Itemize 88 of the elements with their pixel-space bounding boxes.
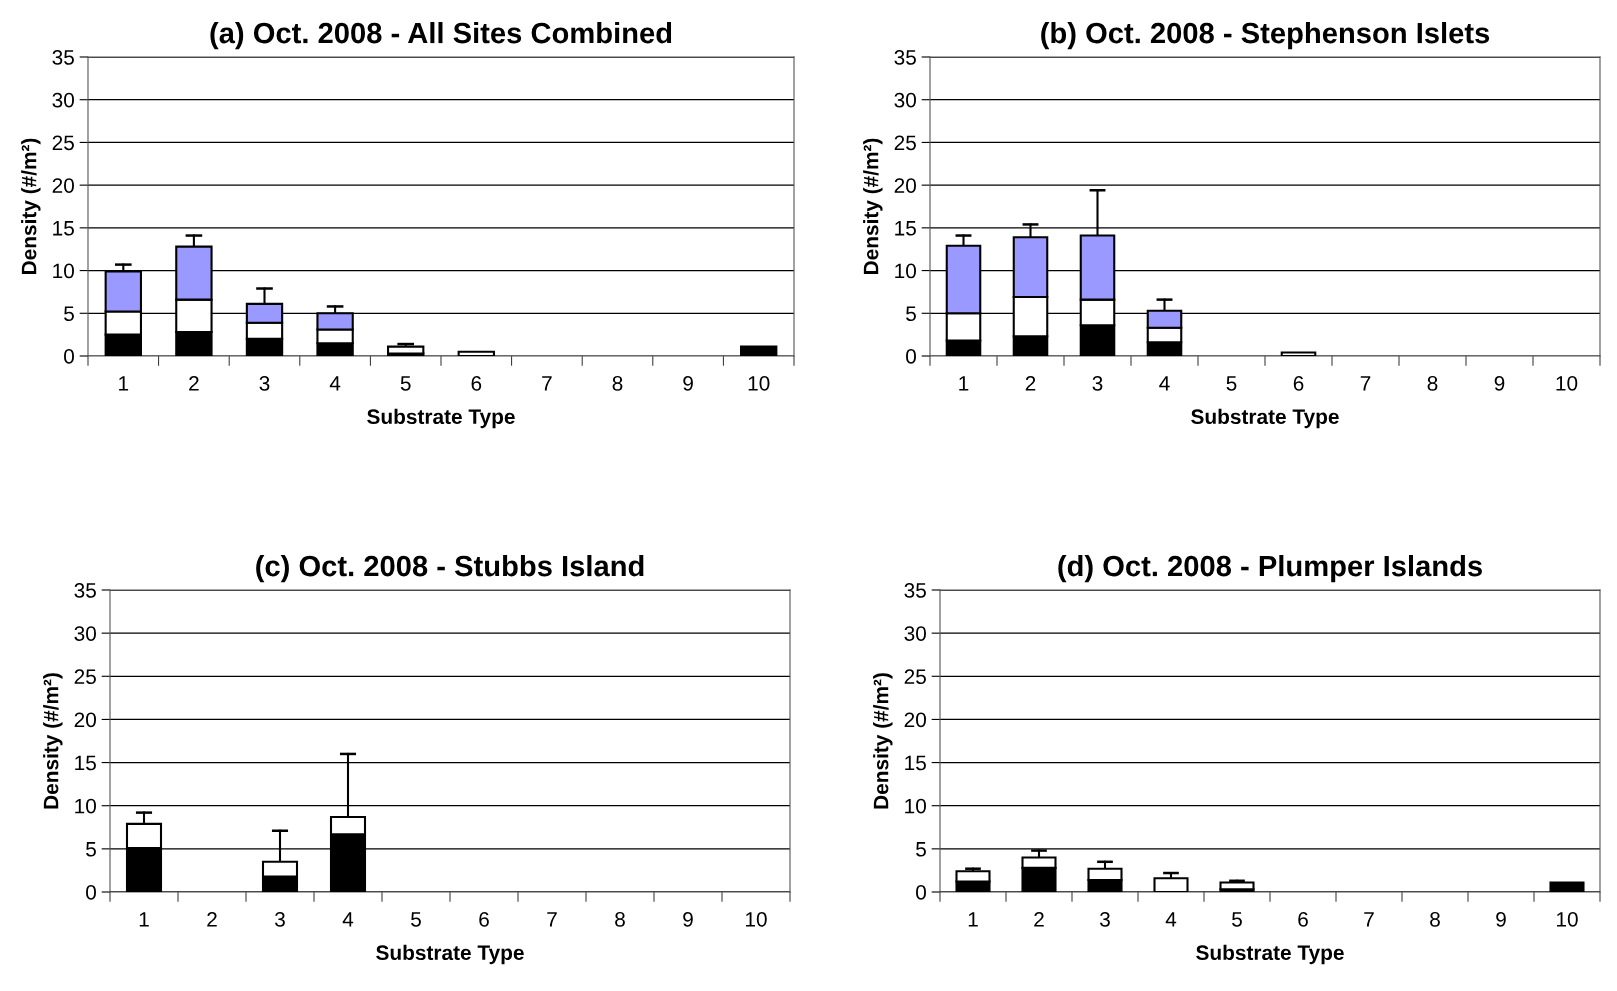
chart-title: (d) Oct. 2008 - Plumper Islands — [1058, 554, 1482, 583]
chart-title: (c) Oct. 2008 - Stubbs Island — [256, 554, 644, 583]
y-tick-label: 10 — [75, 798, 96, 814]
y-tick-label: 35 — [904, 583, 926, 598]
y-tick-label: 15 — [905, 755, 926, 771]
x-tick-label: 6 — [479, 911, 489, 927]
bar — [387, 345, 425, 355]
bar — [1280, 351, 1317, 356]
x-tick-label: 8 — [1427, 375, 1438, 391]
x-tick-label: 1 — [968, 912, 978, 927]
y-tick-label: 20 — [904, 712, 926, 728]
x-tick-label: 7 — [547, 912, 557, 927]
x-tick-label: 3 — [1092, 375, 1103, 391]
x-tick-label: 10 — [1557, 911, 1578, 927]
x-tick-label: 8 — [612, 375, 623, 391]
y-tick-label: 25 — [894, 135, 916, 151]
x-tick-label: 7 — [1364, 912, 1374, 927]
y-tick-label: 5 — [916, 842, 926, 857]
x-tick-label: 6 — [1293, 375, 1304, 391]
y-tick-label: 0 — [64, 349, 74, 364]
y-axis-title: Density (#/m²) — [863, 138, 883, 274]
y-tick-label: 25 — [74, 669, 96, 685]
y-tick-label: 35 — [894, 50, 916, 65]
x-axis-title: Substrate Type — [1191, 408, 1339, 429]
y-tick-label: 30 — [52, 92, 74, 108]
x-axis-title: Substrate Type — [1196, 944, 1344, 965]
x-tick-label: 1 — [139, 912, 149, 927]
y-tick-label: 35 — [52, 50, 74, 65]
x-tick-label: 3 — [275, 911, 285, 927]
y-tick-label: 0 — [906, 349, 916, 364]
x-tick-label: 10 — [748, 375, 770, 391]
x-tick-label: 5 — [411, 912, 421, 927]
x-tick-label: 9 — [683, 911, 693, 927]
x-tick-label: 9 — [1494, 375, 1505, 391]
y-axis-title: Density (#/m²) — [873, 673, 893, 809]
y-tick-label: 5 — [64, 306, 74, 322]
y-tick-label: 20 — [52, 178, 74, 193]
x-tick-label: 1 — [959, 376, 969, 391]
x-tick-label: 8 — [1430, 911, 1440, 927]
y-tick-label: 15 — [895, 221, 916, 236]
y-tick-label: 35 — [74, 583, 96, 598]
y-tick-label: 20 — [894, 178, 916, 193]
y-tick-label: 30 — [74, 626, 96, 641]
y-tick-label: 10 — [895, 263, 916, 279]
x-tick-label: 3 — [259, 375, 270, 391]
x-tick-label: 7 — [542, 376, 552, 391]
y-tick-label: 10 — [905, 798, 926, 814]
y-axis-title: Density (#/m²) — [43, 673, 63, 809]
chart-title: (b) Oct. 2008 - Stephenson Islets — [1041, 21, 1490, 50]
x-tick-label: 7 — [1360, 376, 1371, 391]
x-axis-title: Substrate Type — [376, 944, 524, 965]
x-tick-label: 10 — [746, 911, 767, 927]
x-axis-title: Substrate Type — [367, 408, 515, 429]
y-tick-label: 25 — [904, 669, 926, 685]
x-tick-label: 4 — [1165, 912, 1177, 927]
x-tick-label: 2 — [1025, 375, 1036, 391]
x-tick-label: 4 — [329, 376, 341, 391]
y-axis-title: Density (#/m²) — [21, 138, 41, 274]
x-tick-label: 9 — [683, 375, 693, 391]
chart-title: (a) Oct. 2008 - All Sites Combined — [210, 21, 672, 50]
y-tick-label: 15 — [75, 755, 96, 771]
bar — [740, 345, 778, 356]
y-tick-label: 5 — [906, 306, 916, 322]
x-tick-label: 9 — [1496, 911, 1506, 927]
x-tick-label: 1 — [119, 376, 129, 391]
y-tick-label: 0 — [86, 885, 96, 900]
x-tick-label: 4 — [1159, 376, 1170, 391]
y-tick-label: 0 — [916, 885, 926, 900]
x-tick-label: 3 — [1100, 911, 1110, 927]
y-tick-label: 10 — [53, 263, 74, 279]
x-tick-label: 2 — [207, 911, 217, 927]
x-tick-label: 2 — [189, 375, 199, 391]
x-tick-label: 5 — [400, 376, 411, 391]
x-tick-label: 4 — [342, 912, 354, 927]
x-tick-label: 5 — [1226, 376, 1237, 391]
y-tick-label: 30 — [904, 626, 926, 641]
bar — [457, 350, 495, 356]
y-tick-label: 25 — [52, 135, 74, 151]
x-tick-label: 5 — [1232, 912, 1242, 927]
x-tick-label: 10 — [1556, 375, 1578, 391]
x-tick-label: 8 — [615, 911, 625, 927]
x-tick-label: 6 — [471, 375, 482, 391]
y-tick-label: 15 — [53, 221, 74, 236]
x-tick-label: 6 — [1298, 911, 1308, 927]
x-tick-label: 2 — [1034, 911, 1044, 927]
y-tick-label: 5 — [86, 842, 96, 857]
y-tick-label: 20 — [74, 712, 96, 728]
y-tick-label: 30 — [894, 92, 916, 108]
